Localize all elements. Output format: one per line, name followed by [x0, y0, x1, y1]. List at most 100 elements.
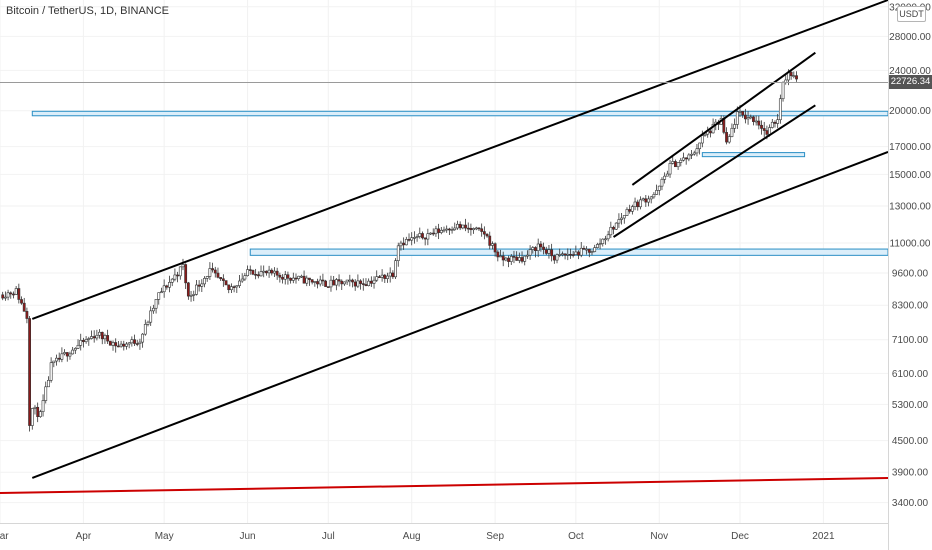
candle — [792, 75, 796, 77]
candle — [579, 247, 583, 256]
candle — [560, 253, 564, 256]
price-axis[interactable]: 3400.00 3900.00 4500.00 5300.00 6100.00 7100.… — [889, 2, 931, 509]
candle — [122, 343, 126, 347]
candle — [614, 222, 618, 230]
time-tick-label: 2021 — [812, 531, 835, 542]
candle — [531, 247, 535, 250]
candle — [402, 242, 406, 246]
candle — [539, 243, 543, 248]
price-tick-label: 7100.00 — [892, 335, 929, 346]
candle — [604, 238, 607, 241]
candle — [641, 198, 645, 201]
candle — [176, 274, 180, 277]
candle — [267, 269, 271, 274]
candle — [168, 282, 171, 288]
candle — [141, 333, 145, 343]
candle — [789, 71, 793, 77]
candle — [391, 272, 395, 278]
candle — [326, 286, 330, 288]
candle — [208, 268, 212, 277]
candle — [609, 226, 613, 236]
candle — [528, 249, 532, 256]
candle — [571, 254, 575, 256]
candle — [633, 201, 637, 207]
candle — [316, 281, 319, 285]
candle — [412, 237, 416, 239]
candle — [577, 251, 580, 256]
resistance-zone-20k — [31, 110, 889, 117]
candle — [700, 135, 704, 144]
candle — [44, 386, 48, 401]
candle — [55, 357, 58, 362]
candle — [181, 264, 185, 268]
candle — [254, 273, 258, 276]
candle — [165, 285, 169, 288]
candle — [488, 235, 492, 246]
time-tick-label: Aug — [403, 531, 421, 542]
candle — [668, 163, 672, 175]
candle — [200, 283, 204, 287]
candle — [684, 157, 688, 160]
candle — [563, 253, 567, 256]
currency-button[interactable]: USDT — [897, 6, 926, 22]
candle — [657, 185, 661, 191]
candle — [647, 198, 650, 203]
candle — [14, 288, 18, 295]
candle — [6, 292, 10, 298]
candle — [68, 353, 72, 357]
support-zone-16300 — [701, 152, 806, 158]
candle — [394, 260, 397, 278]
candle — [542, 246, 545, 250]
candle — [593, 247, 597, 252]
candle — [340, 280, 344, 285]
candle — [504, 257, 508, 261]
candle — [447, 228, 451, 231]
candle — [639, 199, 642, 208]
candle — [660, 179, 664, 187]
candle — [708, 130, 712, 134]
candle — [73, 348, 77, 351]
candle — [450, 229, 454, 231]
candle — [762, 128, 766, 131]
candle — [353, 281, 357, 287]
candle — [574, 251, 578, 255]
candle — [636, 201, 640, 208]
candle — [765, 130, 769, 135]
candle — [582, 247, 586, 250]
candle — [536, 243, 540, 252]
price-tick-label: 4500.00 — [892, 436, 929, 447]
candle — [464, 224, 467, 229]
candle — [749, 116, 753, 119]
candle — [221, 278, 225, 281]
candle — [49, 362, 53, 381]
rising-wedge-top — [631, 51, 816, 186]
zones — [31, 110, 889, 256]
candle — [192, 294, 196, 296]
candle — [482, 231, 486, 235]
candle — [630, 206, 634, 212]
candle — [203, 278, 206, 285]
candle — [98, 331, 101, 336]
candle — [162, 285, 166, 293]
candle — [523, 255, 527, 262]
candle — [509, 256, 513, 262]
candle — [555, 254, 559, 261]
candle — [82, 339, 85, 343]
time-axis[interactable]: Mar Apr May Jun Jul Aug Sep Oct Nov Dec 2021 — [0, 531, 835, 542]
outer-channel-bottom — [31, 151, 889, 479]
candle — [281, 276, 284, 280]
candle — [125, 343, 128, 347]
candle — [170, 278, 174, 283]
candle — [36, 406, 40, 417]
candle — [665, 173, 669, 177]
price-tick-label: 15000.00 — [889, 170, 931, 181]
candle — [20, 299, 23, 304]
candle — [364, 284, 368, 287]
candle — [60, 353, 64, 360]
candle — [388, 272, 392, 277]
time-tick-label: Mar — [0, 531, 9, 542]
candle — [184, 264, 188, 284]
candle — [730, 127, 734, 137]
candle — [130, 339, 134, 344]
